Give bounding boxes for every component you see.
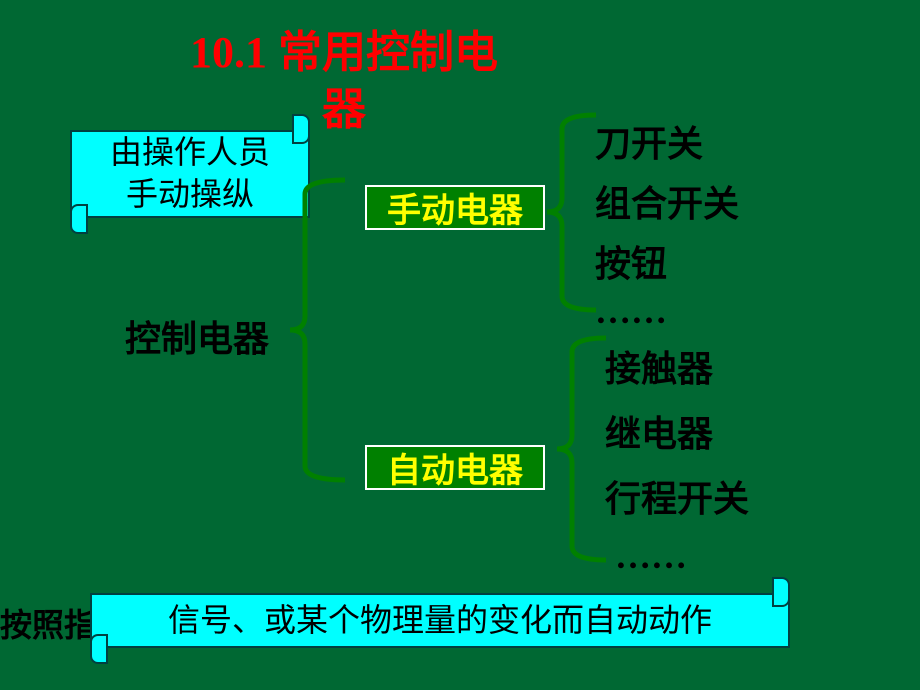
brace-main <box>278 168 357 492</box>
list-item: 继电器 <box>605 405 713 457</box>
title-line1: 10.1 常用控制电 <box>190 28 498 77</box>
manual-device-box: 手动电器 <box>365 185 545 230</box>
auto-device-label: 自动电器 <box>387 443 523 492</box>
auto-device-box: 自动电器 <box>365 445 545 490</box>
list-item: 接触器 <box>605 340 713 392</box>
callout-manual-description: 由操作人员 手动操纵 <box>70 130 310 218</box>
list-item: …… <box>615 535 687 577</box>
manual-device-label: 手动电器 <box>387 183 523 232</box>
root-node-label: 控制电器 <box>125 310 269 362</box>
callout-auto-text: 信号、或某个物理量的变化而自动动作 <box>92 600 788 642</box>
callout-auto-description: 信号、或某个物理量的变化而自动动作 <box>90 593 790 648</box>
list-item: 刀开关 <box>595 115 703 167</box>
title-line2: 器 <box>322 85 366 134</box>
callout-manual-line2: 手动操纵 <box>72 174 308 216</box>
list-item: 行程开关 <box>605 470 749 522</box>
list-item: 按钮 <box>595 235 667 287</box>
list-item: 组合开关 <box>595 175 739 227</box>
list-item: …… <box>595 290 667 332</box>
slide-title: 10.1 常用控制电 器 <box>190 24 498 138</box>
callout-manual-line1: 由操作人员 <box>72 132 308 174</box>
